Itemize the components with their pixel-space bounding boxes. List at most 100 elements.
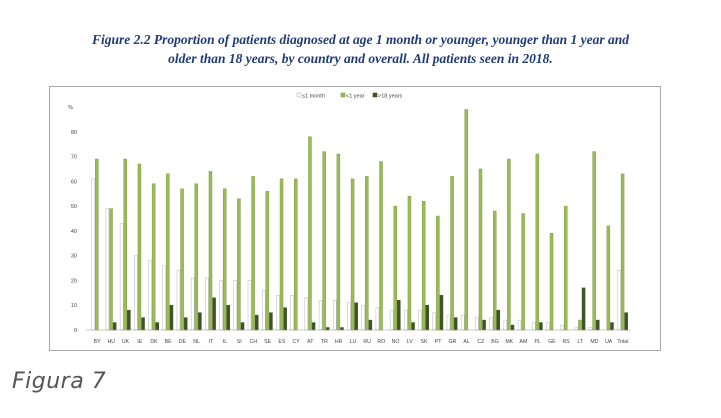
y-tick-label: 50 bbox=[71, 204, 77, 210]
x-tick-label: AT bbox=[307, 339, 314, 345]
bar-CH-s2 bbox=[254, 314, 259, 331]
bar-chart: ≤1 month <1 year >18 years % 0 10 20 30 40 50 60 7… bbox=[68, 92, 630, 345]
bar-SI-s1 bbox=[237, 198, 241, 331]
x-tick-label: CZ bbox=[477, 339, 484, 345]
bar-LV-s0 bbox=[404, 309, 408, 331]
bar-RO-s1 bbox=[379, 161, 383, 331]
x-tick-label: CH bbox=[250, 339, 258, 345]
bar-LU-s0 bbox=[347, 302, 351, 331]
x-tick-label: GE bbox=[548, 339, 556, 345]
bar-TR-s0 bbox=[318, 300, 323, 331]
x-tick-label: DE bbox=[179, 339, 187, 345]
bar-IE-s0 bbox=[134, 255, 138, 331]
bar-IT-s2 bbox=[212, 297, 216, 331]
x-tick-label: MK bbox=[505, 339, 513, 345]
x-tick-label: LT bbox=[577, 339, 583, 345]
bar-PT-s1 bbox=[436, 215, 440, 331]
bar-GR-s2 bbox=[453, 317, 458, 331]
bar-SE-s0 bbox=[261, 290, 266, 331]
x-tick-label: IE bbox=[137, 339, 142, 345]
legend-label-1: <1 year bbox=[346, 94, 365, 100]
x-tick-label: LU bbox=[350, 339, 357, 345]
legend-label-0: ≤1 month bbox=[302, 94, 325, 100]
bar-RU-s2 bbox=[368, 319, 373, 331]
bar-PT-s0 bbox=[432, 312, 437, 331]
bar-Total-s0 bbox=[617, 270, 621, 331]
x-tick-label: UA bbox=[605, 339, 613, 345]
bar-IE-s2 bbox=[141, 317, 145, 331]
bar-NO-s1 bbox=[393, 205, 397, 331]
bar-CZ-s2 bbox=[482, 319, 486, 331]
x-tick-label: Total bbox=[617, 339, 628, 345]
bar-MK-s2 bbox=[510, 324, 515, 331]
x-tick-label: DK bbox=[150, 339, 158, 345]
bar-SE-s1 bbox=[265, 190, 270, 331]
bar-BE-s1 bbox=[166, 173, 170, 331]
x-tick-label: CY bbox=[292, 339, 300, 345]
x-tick-label: AM bbox=[520, 339, 528, 345]
bar-RS-s1 bbox=[564, 205, 568, 331]
bar-AT-s1 bbox=[308, 136, 312, 331]
bar-CZ-s1 bbox=[478, 168, 483, 331]
bar-UK-s0 bbox=[119, 223, 124, 331]
bar-SK-s1 bbox=[421, 200, 426, 331]
x-tick-label: ES bbox=[278, 339, 285, 345]
y-tick-label: 30 bbox=[71, 254, 77, 260]
x-tick-label: HU bbox=[108, 339, 116, 345]
x-tick-label: SK bbox=[420, 339, 427, 345]
bar-TR-s2 bbox=[326, 327, 330, 331]
bar-AM-s0 bbox=[517, 319, 522, 331]
bar-GE-s0 bbox=[546, 322, 550, 331]
bar-DK-s1 bbox=[151, 183, 156, 331]
x-tick-label: TR bbox=[321, 339, 328, 345]
bar-CZ-s0 bbox=[475, 317, 479, 331]
bar-HR-s0 bbox=[333, 300, 337, 331]
bar-LT-s2 bbox=[581, 287, 586, 331]
bar-Total-s1 bbox=[620, 173, 625, 331]
bar-UK-s2 bbox=[127, 309, 131, 331]
y-tick-label: 60 bbox=[71, 179, 77, 185]
bar-MD-s2 bbox=[596, 319, 600, 331]
bar-RU-s1 bbox=[365, 176, 369, 331]
bar-SI-s0 bbox=[233, 280, 238, 331]
bar-NO-s0 bbox=[389, 309, 394, 331]
bar-ES-s2 bbox=[283, 307, 287, 331]
bar-CY-s0 bbox=[290, 295, 294, 331]
legend-swatch-0 bbox=[296, 92, 302, 98]
chart-frame: ≤1 month <1 year >18 years % 0 10 20 30 40 50 60 7… bbox=[49, 86, 661, 351]
x-tick-label: RO bbox=[377, 339, 385, 345]
bar-CH-s1 bbox=[251, 176, 255, 331]
bar-SK-s0 bbox=[418, 309, 422, 331]
x-tick-label: UK bbox=[122, 339, 130, 345]
bar-BG-s1 bbox=[492, 210, 497, 331]
bar-SK-s2 bbox=[425, 304, 429, 331]
bar-MK-s0 bbox=[503, 319, 508, 331]
y-tick-label: 20 bbox=[71, 278, 77, 284]
bar-DE-s0 bbox=[176, 270, 181, 331]
bar-DE-s2 bbox=[183, 317, 188, 331]
x-axis: BY HU UK IE DK BE DE NL IT IL SI CH SE ES CY AT TR HR LU RU… bbox=[86, 329, 630, 345]
bar-UK-s1 bbox=[123, 158, 127, 331]
x-tick-label: BY bbox=[94, 339, 101, 345]
chart-caption: Figure 2.2 Proportion of patients diagno… bbox=[0, 30, 721, 68]
x-tick-label: MD bbox=[590, 339, 598, 345]
bar-AM-s1 bbox=[521, 213, 525, 331]
bar-BG-s0 bbox=[489, 317, 493, 331]
bar-BG-s2 bbox=[496, 309, 501, 331]
bar-AL-s0 bbox=[460, 314, 465, 331]
caption-line-1: Figure 2.2 Proportion of patients diagno… bbox=[91, 32, 630, 47]
bar-LV-s2 bbox=[411, 322, 415, 331]
bar-BY-s0 bbox=[91, 178, 95, 331]
bar-ES-s1 bbox=[279, 178, 284, 331]
legend-swatch-1 bbox=[340, 92, 346, 98]
bar-ES-s0 bbox=[276, 295, 280, 331]
bar-TR-s1 bbox=[322, 151, 326, 331]
bar-AT-s0 bbox=[304, 297, 309, 331]
bar-AL-s1 bbox=[464, 109, 469, 331]
legend-swatch-2 bbox=[372, 92, 378, 98]
x-tick-label: AL bbox=[463, 339, 469, 345]
bar-DK-s2 bbox=[155, 322, 159, 331]
y-axis-unit: % bbox=[68, 105, 73, 111]
bar-IL-s1 bbox=[222, 188, 227, 331]
bar-LV-s1 bbox=[407, 195, 412, 331]
